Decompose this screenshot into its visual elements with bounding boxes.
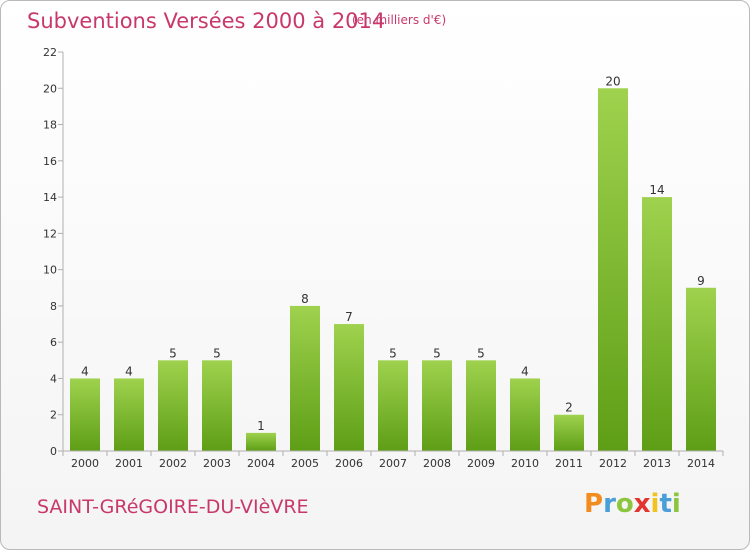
bars: 4 4 5 5 1 8 7 5 5 5 4 2 20 14 9 xyxy=(70,74,716,451)
logo-letter: o xyxy=(615,489,634,519)
bar-2012 xyxy=(598,88,628,451)
value-label-2010: 4 xyxy=(521,364,529,378)
x-tick-label-2006: 2006 xyxy=(335,457,363,470)
chart-title: Subventions Versées 2000 à 2014 xyxy=(27,9,386,33)
x-tick-label-2011: 2011 xyxy=(555,457,583,470)
y-tick-label: 10 xyxy=(43,264,57,277)
bar-2002 xyxy=(158,360,188,451)
bar-2001 xyxy=(114,378,144,451)
x-tick-label-2004: 2004 xyxy=(247,457,275,470)
bar-2011 xyxy=(554,414,584,451)
commune-name: SAINT-GRéGOIRE-DU-VIèVRE xyxy=(37,496,309,518)
y-tick-label: 12 xyxy=(43,227,57,240)
x-tick-label-2007: 2007 xyxy=(379,457,407,470)
x-tick-label-2009: 2009 xyxy=(467,457,495,470)
proxiti-logo: Proxiti xyxy=(584,489,681,519)
value-label-2011: 2 xyxy=(565,401,573,415)
bar-2010 xyxy=(510,378,540,451)
x-tick-label-2003: 2003 xyxy=(203,457,231,470)
y-axis: 0 2 4 6 8 10 12 14 16 18 20 22 xyxy=(43,46,64,458)
value-label-2003: 5 xyxy=(213,346,221,360)
value-label-2008: 5 xyxy=(433,346,441,360)
bar-2000 xyxy=(70,378,100,451)
value-label-2000: 4 xyxy=(81,364,89,378)
value-label-2013: 14 xyxy=(649,183,664,197)
y-tick-label: 16 xyxy=(43,155,57,168)
value-label-2006: 7 xyxy=(345,310,353,324)
logo-letter: x xyxy=(633,489,651,519)
bar-2004 xyxy=(246,432,276,451)
bar-2007 xyxy=(378,360,408,451)
value-label-2012: 20 xyxy=(605,74,620,88)
x-tick-label-2005: 2005 xyxy=(291,457,319,470)
value-label-2014: 9 xyxy=(697,274,705,288)
y-tick-label: 0 xyxy=(50,445,57,458)
x-tick-label-2014: 2014 xyxy=(687,457,715,470)
value-label-2004: 1 xyxy=(257,419,265,433)
x-tick-label-2001: 2001 xyxy=(115,457,143,470)
y-tick-label: 2 xyxy=(50,409,57,422)
x-tick-label-2000: 2000 xyxy=(71,457,99,470)
chart-unit: (en milliers d'€) xyxy=(352,13,447,27)
bar-2014 xyxy=(686,287,716,451)
y-tick-label: 8 xyxy=(50,300,57,313)
x-tick-label-2010: 2010 xyxy=(511,457,539,470)
bar-2013 xyxy=(642,197,672,451)
x-tick-label-2008: 2008 xyxy=(423,457,451,470)
bar-2006 xyxy=(334,324,364,451)
y-tick-label: 22 xyxy=(43,46,57,59)
x-axis: 2000 2001 2002 2003 2004 2005 2006 2007 2008 2009… xyxy=(62,450,724,470)
y-tick-label: 6 xyxy=(50,336,57,349)
value-label-2007: 5 xyxy=(389,346,397,360)
y-tick-label: 4 xyxy=(50,372,57,385)
value-label-2001: 4 xyxy=(125,364,133,378)
bar-2003 xyxy=(202,360,232,451)
value-label-2002: 5 xyxy=(169,346,177,360)
logo-letter: i xyxy=(650,489,660,519)
y-tick-label: 18 xyxy=(43,119,57,132)
y-tick-label: 14 xyxy=(43,191,57,204)
bar-2005 xyxy=(290,305,320,451)
logo-letter: i xyxy=(671,489,681,519)
value-label-2009: 5 xyxy=(477,346,485,360)
bar-2008 xyxy=(422,360,452,451)
logo-letter: r xyxy=(603,489,616,519)
x-tick-label-2002: 2002 xyxy=(159,457,187,470)
logo-letter: t xyxy=(659,489,672,519)
x-tick-label-2012: 2012 xyxy=(599,457,627,470)
value-label-2005: 8 xyxy=(301,292,309,306)
bar-2009 xyxy=(466,360,496,451)
x-tick-label-2013: 2013 xyxy=(643,457,671,470)
logo-letter: P xyxy=(584,489,604,519)
y-tick-label: 20 xyxy=(43,82,57,95)
